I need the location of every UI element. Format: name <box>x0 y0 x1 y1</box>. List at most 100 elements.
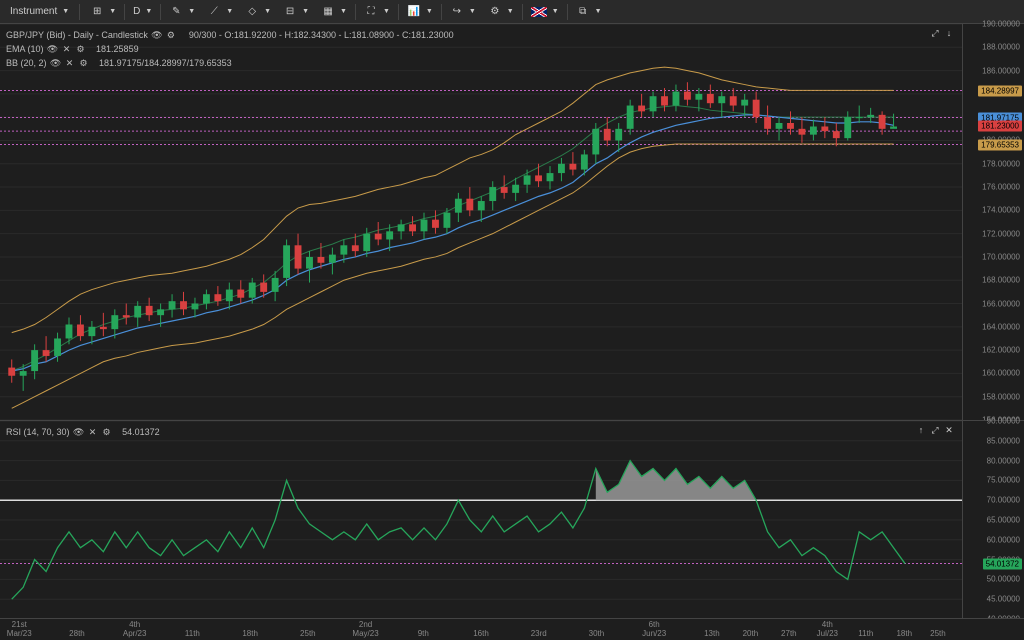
eye-icon[interactable]: 👁 <box>74 427 84 437</box>
rsi-panel[interactable]: RSI (14, 70, 30) 👁 ✕ ⚙ 54.01372 ↑ ⤢ ✕ 40… <box>0 420 1024 618</box>
x-tick-label: 21stMar/23 <box>7 620 32 638</box>
x-tick-label: 6thJun/23 <box>642 620 666 638</box>
flag-icon <box>531 7 547 17</box>
price-tag: 179.65353 <box>978 139 1022 150</box>
x-tick-label: 18th <box>896 629 912 638</box>
bb-value: 181.97175/184.28997/179.65353 <box>99 56 232 70</box>
rsi-tick-label: 45.00000 <box>987 595 1020 604</box>
ema-value: 181.25859 <box>96 42 139 56</box>
edit-button[interactable]: ✎▼ <box>163 3 201 21</box>
x-tick-label: 25th <box>930 629 946 638</box>
chevron-down-icon: ▼ <box>62 8 69 15</box>
bb-label: BB (20, 2) <box>6 56 47 70</box>
down-arrow-icon[interactable]: ↓ <box>944 28 954 38</box>
bar-info: 90/300 - O:181.92200 - H:182.34300 - L:1… <box>189 28 454 42</box>
y-tick-label: 172.00000 <box>982 229 1020 238</box>
rsi-tick-label: 80.00000 <box>987 456 1020 465</box>
text-button[interactable]: ⊟▼ <box>277 3 315 21</box>
gear-icon[interactable]: ⚙ <box>79 58 89 68</box>
rsi-tick-label: 75.00000 <box>987 476 1020 485</box>
settings-icon: ⚙ <box>488 5 502 19</box>
draw-icon: ⟋ <box>207 5 221 19</box>
eye-icon[interactable]: 👁 <box>51 58 61 68</box>
indicator-icon: 📊 <box>407 5 421 19</box>
x-tick-label: 23rd <box>531 629 547 638</box>
chart-type-icon: ⊞ <box>90 5 104 19</box>
flag-button[interactable]: ▼ <box>525 5 565 19</box>
close-icon[interactable]: ✕ <box>88 427 98 437</box>
settings-button[interactable]: ⚙▼ <box>482 3 520 21</box>
draw-button[interactable]: ⟋▼ <box>201 3 239 21</box>
indicator-button[interactable]: 📊▼ <box>401 3 439 21</box>
x-tick-label: 18th <box>242 629 258 638</box>
price-axis[interactable]: 156.00000158.00000160.00000162.00000164.… <box>962 24 1024 420</box>
y-tick-label: 164.00000 <box>982 322 1020 331</box>
eye-icon[interactable]: 👁 <box>48 44 58 54</box>
x-tick-label: 2ndMay/23 <box>352 620 378 638</box>
y-tick-label: 174.00000 <box>982 206 1020 215</box>
rsi-tick-label: 85.00000 <box>987 436 1020 445</box>
grid-button[interactable]: ▦▼ <box>315 3 353 21</box>
rsi-tick-label: 70.00000 <box>987 496 1020 505</box>
x-tick-label: 20th <box>743 629 759 638</box>
main-chart[interactable]: GBP/JPY (Bid) - Daily - Candlestick 👁 ⚙ … <box>0 24 1024 420</box>
y-tick-label: 188.00000 <box>982 43 1020 52</box>
x-tick-label: 16th <box>473 629 489 638</box>
y-tick-label: 176.00000 <box>982 183 1020 192</box>
timeframe-button[interactable]: D▼ <box>127 4 158 19</box>
y-tick-label: 178.00000 <box>982 159 1020 168</box>
rsi-label: RSI (14, 70, 30) <box>6 425 70 439</box>
x-tick-label: 4thApr/23 <box>123 620 147 638</box>
y-tick-label: 168.00000 <box>982 276 1020 285</box>
instrument-dropdown[interactable]: Instrument ▼ <box>4 4 75 19</box>
y-tick-label: 160.00000 <box>982 369 1020 378</box>
expand-icon[interactable]: ⤢ <box>930 425 940 435</box>
y-tick-label: 166.00000 <box>982 299 1020 308</box>
price-tag: 184.28997 <box>978 85 1022 96</box>
close-icon[interactable]: ✕ <box>62 44 72 54</box>
symbol-label: GBP/JPY (Bid) - Daily - Candlestick <box>6 28 148 42</box>
expand-icon[interactable]: ⤢ <box>930 28 940 38</box>
up-arrow-icon[interactable]: ↑ <box>916 425 926 435</box>
close-icon[interactable]: ✕ <box>944 425 954 435</box>
x-tick-label: 28th <box>69 629 85 638</box>
x-tick-label: 9th <box>418 629 429 638</box>
eye-icon[interactable]: 👁 <box>152 30 162 40</box>
x-tick-label: 25th <box>300 629 316 638</box>
y-tick-label: 190.00000 <box>982 20 1020 29</box>
gear-icon[interactable]: ⚙ <box>166 30 176 40</box>
shapes-button[interactable]: ◇▼ <box>239 3 277 21</box>
gear-icon[interactable]: ⚙ <box>76 44 86 54</box>
rsi-tick-label: 60.00000 <box>987 535 1020 544</box>
price-tag: 181.23000 <box>978 121 1022 132</box>
time-axis[interactable]: 21stMar/23 28th 4thApr/23 11th 18th 25th 2ndMa… <box>0 618 1024 640</box>
rsi-tick-label: 50.00000 <box>987 575 1020 584</box>
close-icon[interactable]: ✕ <box>65 58 75 68</box>
ema-label: EMA (10) <box>6 42 44 56</box>
chart-type-button[interactable]: ⊞▼ <box>84 3 122 21</box>
rsi-info: RSI (14, 70, 30) 👁 ✕ ⚙ 54.01372 <box>6 425 160 439</box>
fullscreen-button[interactable]: ⛶▼ <box>358 3 396 21</box>
x-tick-label: 4thJul/23 <box>817 620 838 638</box>
chart-controls: ⤢ ↓ <box>930 28 954 38</box>
redo-icon: ↪ <box>450 5 464 19</box>
rsi-value: 54.01372 <box>122 425 160 439</box>
y-tick-label: 170.00000 <box>982 252 1020 261</box>
x-tick-label: 30th <box>589 629 605 638</box>
x-tick-label: 11th <box>858 629 873 638</box>
instrument-label: Instrument <box>10 6 57 17</box>
grid-icon: ▦ <box>321 5 335 19</box>
fullscreen-icon: ⛶ <box>364 5 378 19</box>
x-tick-label: 13th <box>704 629 720 638</box>
rsi-controls: ↑ ⤢ ✕ <box>916 425 954 435</box>
separator <box>79 4 80 20</box>
redo-button[interactable]: ↪▼ <box>444 3 482 21</box>
rsi-tick-label: 90.00000 <box>987 417 1020 426</box>
detach-button[interactable]: ⧉▼ <box>570 3 608 21</box>
y-tick-label: 158.00000 <box>982 392 1020 401</box>
y-tick-label: 186.00000 <box>982 66 1020 75</box>
gear-icon[interactable]: ⚙ <box>102 427 112 437</box>
toolbar: Instrument ▼ ⊞▼D▼✎▼⟋▼◇▼⊟▼▦▼⛶▼📊▼↪▼⚙▼▼⧉▼ <box>0 0 1024 24</box>
detach-icon: ⧉ <box>576 5 590 19</box>
rsi-axis[interactable]: 40.0000045.0000050.0000055.0000060.00000… <box>962 421 1024 618</box>
